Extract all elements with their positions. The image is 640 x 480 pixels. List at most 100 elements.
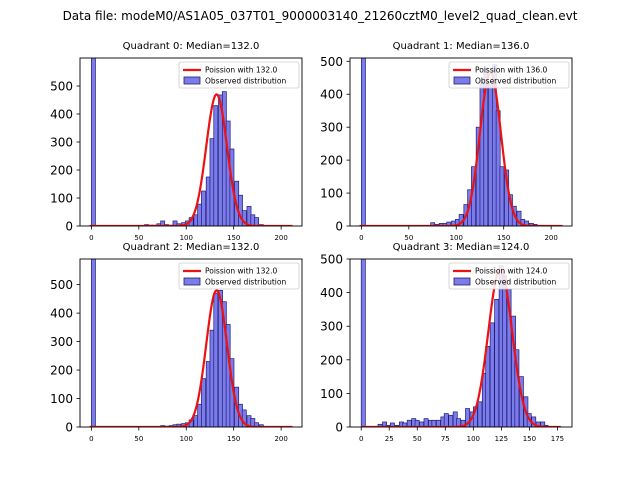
legend-observed-label: Observed distribution [475,77,556,86]
legend-box [178,262,300,290]
quadrant-3-axes-frame [349,258,573,428]
y-tick-label: 500 [320,55,343,69]
x-tick-label: 200 [274,435,287,443]
quadrant-1-axes-frame [349,57,573,227]
histogram-bar [258,424,264,427]
histogram-bar [91,259,96,427]
legend-observed-swatch [183,277,201,286]
histogram-bar [213,292,219,427]
y-tick-label: 400 [50,108,73,122]
x-tick-label: 125 [495,435,508,443]
histogram-bar [254,422,259,427]
x-tick-label: 25 [385,435,394,443]
quadrant-3-legend: Poission with 124.0 Observed distribution [448,262,570,290]
legend-box [448,262,570,290]
poisson-curve [361,267,561,427]
x-tick-label: 100 [180,234,193,242]
y-tick-label: 0 [335,220,343,234]
quadrant-3-plot [360,259,561,427]
histogram-bar [361,58,366,226]
x-tick-label: 75 [441,435,450,443]
x-tick-label: 100 [450,234,463,242]
quadrant-2-legend: Poission with 132.0 Observed distribution [178,262,300,290]
y-tick-label: 200 [50,364,73,378]
y-tick-label: 300 [320,320,343,334]
quadrant-0-plot [89,58,293,226]
y-tick-label: 300 [320,121,343,135]
x-tick-label: 175 [551,435,564,443]
quadrant-2-title: Quadrant 2: Median=132.0 [123,242,260,253]
x-tick-label: 200 [544,234,557,242]
quadrant-0-chart: Quadrant 0: Median=132.0 0 50 100 150 200 0 100… [50,41,303,242]
histogram-bar [477,401,483,427]
y-tick-label: 200 [320,353,343,367]
x-tick-label: 0 [89,435,93,443]
x-tick-label: 200 [274,234,287,242]
y-tick-label: 400 [320,286,343,300]
x-tick-label: 150 [227,435,240,443]
y-tick-label: 0 [65,220,73,234]
y-tick-label: 500 [50,80,73,94]
x-tick-label: 150 [497,234,510,242]
y-tick-label: 0 [335,421,343,435]
y-tick-label: 300 [50,335,73,349]
y-tick-label: 200 [320,154,343,168]
histogram-bar [254,217,259,226]
y-tick-label: 0 [65,421,73,435]
x-tick-label: 50 [413,435,422,443]
quadrant-3-title: Quadrant 3: Median=124.0 [393,242,530,253]
quadrant-0-legend: Poission with 132.0 Observed distribution [178,61,300,89]
x-tick-label: 0 [359,234,363,242]
quadrant-2-chart: Quadrant 2: Median=132.0 0 50 100 150 200 0 100… [50,242,303,443]
x-tick-label: 100 [467,435,480,443]
y-tick-label: 100 [50,192,73,206]
y-tick-label: 400 [320,88,343,102]
histogram-bar [494,298,500,427]
quadrant-2-axes-frame [79,258,303,428]
legend-poisson-label: Poission with 136.0 [475,66,548,75]
histogram-bar [91,58,96,226]
histogram-bar [160,220,166,226]
x-tick-label: 0 [89,234,93,242]
quadrant-1-title: Quadrant 1: Median=136.0 [393,41,530,52]
histogram-bar [360,259,366,427]
legend-poisson-label: Poission with 132.0 [205,267,278,276]
legend-box [448,61,570,89]
x-tick-label: 150 [227,234,240,242]
histogram-bar [448,414,454,427]
legend-poisson-label: Poission with 124.0 [475,267,548,276]
y-tick-label: 100 [320,187,343,201]
legend-observed-swatch [453,76,471,85]
x-tick-label: 100 [180,435,193,443]
panels: Quadrant 0: Median=132.0 0 50 100 150 200 0 100… [50,41,573,443]
legend-observed-swatch [183,76,201,85]
legend-observed-label: Observed distribution [205,77,286,86]
y-tick-label: 500 [50,278,73,292]
histogram-bar [213,105,219,226]
legend-poisson-label: Poission with 132.0 [205,66,278,75]
legend-observed-label: Observed distribution [475,278,556,287]
quadrant-3-chart: Quadrant 3: Median=124.0 0 25 50 75 100 125 150… [320,242,573,443]
histogram-bar [423,418,429,427]
histogram-bar [489,322,495,427]
x-tick-label: 50 [134,435,143,443]
y-tick-label: 400 [50,307,73,321]
histogram-bar [502,275,507,427]
x-tick-label: 150 [523,435,536,443]
y-tick-label: 100 [320,387,343,401]
y-tick-label: 200 [50,164,73,178]
figure-title: Data file: modeM0/AS1A05_037T01_90000031… [63,9,578,23]
histogram-bar [499,166,505,226]
histogram-bar [201,378,206,427]
histogram-bar [485,346,491,427]
legend-observed-swatch [453,277,471,286]
y-tick-label: 300 [50,136,73,150]
histogram-bar [201,190,206,226]
legend-observed-label: Observed distribution [205,278,286,287]
histogram-bar [443,413,449,427]
quadrant-0-title: Quadrant 0: Median=132.0 [123,41,260,52]
quadrant-1-chart: Quadrant 1: Median=136.0 0 50 100 150 200 0 100… [320,41,573,242]
x-tick-label: 50 [404,234,413,242]
y-tick-label: 500 [320,253,343,267]
